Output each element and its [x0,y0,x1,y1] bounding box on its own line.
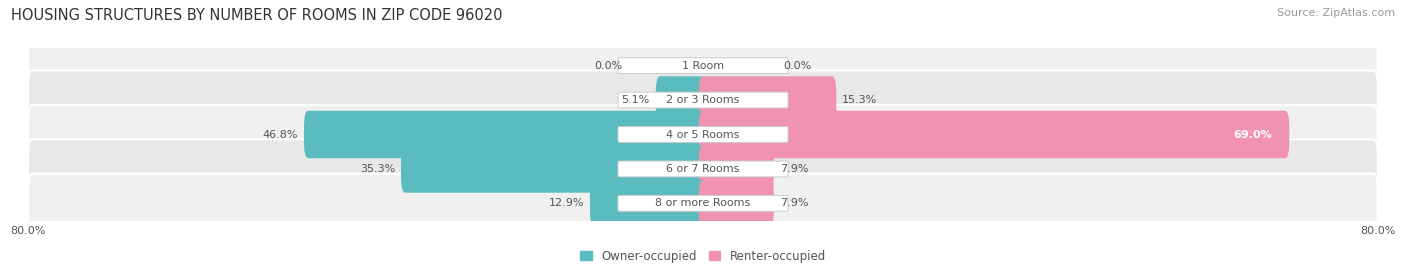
FancyBboxPatch shape [591,180,707,227]
Text: 46.8%: 46.8% [263,129,298,140]
FancyBboxPatch shape [28,70,1378,130]
Text: 2 or 3 Rooms: 2 or 3 Rooms [666,95,740,105]
Text: 7.9%: 7.9% [780,198,808,208]
Text: 1 Room: 1 Room [682,61,724,71]
Text: 0.0%: 0.0% [595,61,623,71]
Legend: Owner-occupied, Renter-occupied: Owner-occupied, Renter-occupied [579,250,827,263]
FancyBboxPatch shape [619,161,787,177]
Text: 69.0%: 69.0% [1233,129,1272,140]
FancyBboxPatch shape [699,111,1289,158]
FancyBboxPatch shape [28,36,1378,95]
FancyBboxPatch shape [619,127,787,142]
Text: 8 or more Rooms: 8 or more Rooms [655,198,751,208]
Text: 35.3%: 35.3% [360,164,395,174]
Text: 5.1%: 5.1% [621,95,650,105]
FancyBboxPatch shape [619,58,787,73]
FancyBboxPatch shape [401,145,707,193]
Text: 15.3%: 15.3% [842,95,877,105]
Text: 7.9%: 7.9% [780,164,808,174]
FancyBboxPatch shape [699,180,773,227]
FancyBboxPatch shape [28,105,1378,164]
FancyBboxPatch shape [28,174,1378,233]
FancyBboxPatch shape [28,139,1378,199]
FancyBboxPatch shape [655,76,707,124]
Text: 6 or 7 Rooms: 6 or 7 Rooms [666,164,740,174]
Text: HOUSING STRUCTURES BY NUMBER OF ROOMS IN ZIP CODE 96020: HOUSING STRUCTURES BY NUMBER OF ROOMS IN… [11,8,503,23]
FancyBboxPatch shape [699,76,837,124]
Text: Source: ZipAtlas.com: Source: ZipAtlas.com [1277,8,1395,18]
FancyBboxPatch shape [699,145,773,193]
Text: 4 or 5 Rooms: 4 or 5 Rooms [666,129,740,140]
FancyBboxPatch shape [304,111,707,158]
Text: 12.9%: 12.9% [548,198,583,208]
FancyBboxPatch shape [619,92,787,108]
FancyBboxPatch shape [619,196,787,211]
Text: 0.0%: 0.0% [783,61,811,71]
